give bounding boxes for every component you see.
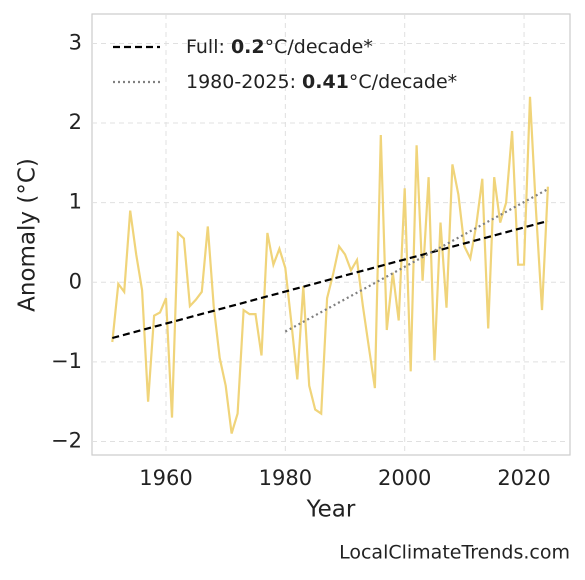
- y-tick-label: 1: [69, 190, 82, 214]
- y-tick-label: 2: [69, 110, 82, 134]
- legend-label: Full: 0.2°C/decade*: [186, 36, 373, 58]
- x-tick-label: 1980: [259, 466, 312, 490]
- plot-frame: [91, 13, 571, 456]
- y-tick-label: −1: [51, 349, 82, 373]
- x-tick-label: 2000: [378, 466, 431, 490]
- legend-prefix: Full:: [186, 36, 231, 58]
- legend-value: 0.41: [302, 71, 349, 93]
- data-line: [112, 219, 549, 340]
- legend-value: 0.2: [231, 36, 265, 58]
- x-tick-label: 1960: [139, 466, 192, 490]
- legend-suffix: °C/decade*: [349, 71, 457, 93]
- legend-suffix: °C/decade*: [265, 36, 373, 58]
- legend-prefix: 1980-2025:: [186, 71, 302, 93]
- x-tick-label: 2020: [497, 466, 550, 490]
- y-tick-label: −2: [51, 428, 82, 452]
- y-tick-label: 3: [69, 30, 82, 54]
- x-axis-label: Year: [306, 497, 356, 523]
- y-axis-label: Anomaly (°C): [15, 158, 41, 312]
- legend-label: 1980-2025: 0.41°C/decade*: [186, 71, 457, 93]
- y-tick-label: 0: [69, 269, 82, 293]
- watermark: LocalClimateTrends.com: [339, 542, 570, 564]
- data-line: [111, 96, 549, 434]
